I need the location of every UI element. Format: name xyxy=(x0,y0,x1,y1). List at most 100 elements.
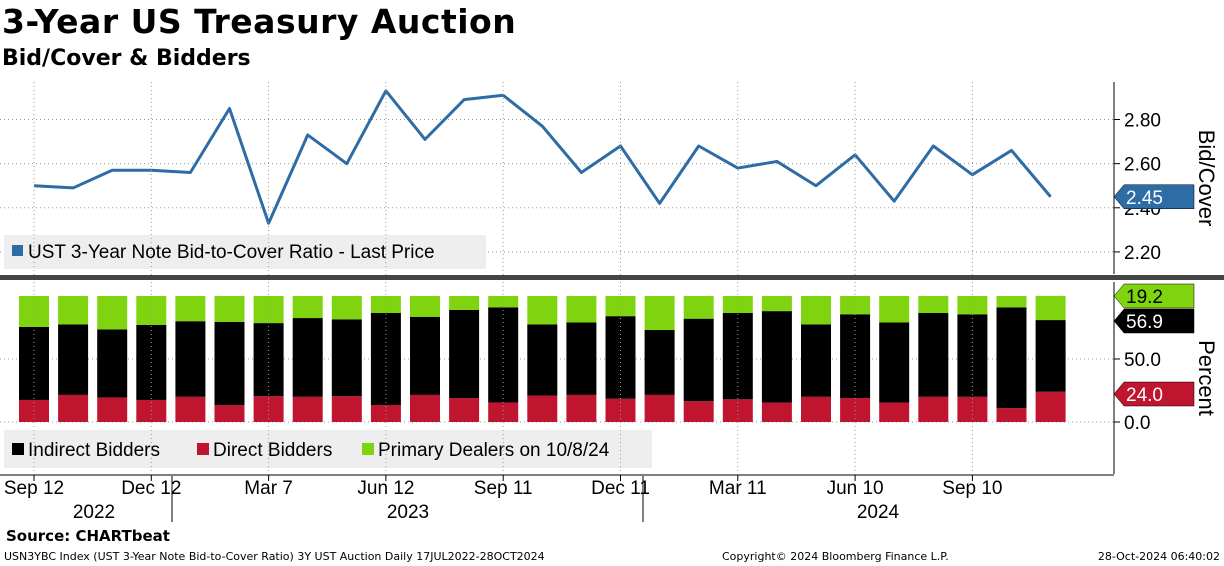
y-axis-label-percent: Percent xyxy=(1194,340,1219,416)
bar-direct-bidders xyxy=(1035,391,1066,422)
chart-subtitle: Bid/Cover & Bidders xyxy=(2,46,251,71)
bar-primary-dealers xyxy=(97,296,128,330)
y-tick-label: 2.20 xyxy=(1124,243,1161,264)
x-tick-label: Sep 11 xyxy=(474,478,533,499)
bar-primary-dealers xyxy=(801,296,831,325)
last-value-bid-cover-text: 2.45 xyxy=(1126,188,1163,209)
bar-direct-bidders xyxy=(879,402,910,422)
footer-copyright: Copyright© 2024 Bloomberg Finance L.P. xyxy=(722,550,949,563)
footer-timestamp: 28-Oct-2024 06:40:02 xyxy=(1097,550,1220,563)
bar-indirect-bidders xyxy=(801,324,831,397)
last-value-bid-cover: 2.45 xyxy=(1113,184,1195,210)
y-axis-label-bid-cover: Bid/Cover xyxy=(1194,130,1219,227)
last-value-dealers-text: 19.2 xyxy=(1126,287,1163,308)
bar-indirect-bidders xyxy=(58,324,89,395)
bar-direct-bidders xyxy=(761,402,792,422)
last-value-direct-text: 24.0 xyxy=(1126,385,1163,406)
last-value-dealers: 19.2 xyxy=(1113,283,1195,309)
bar-indirect-bidders xyxy=(292,318,323,397)
last-value-dealers-box xyxy=(1113,283,1195,309)
bar-indirect-bidders xyxy=(175,321,206,397)
bar-direct-bidders xyxy=(370,404,401,422)
bar-direct-bidders xyxy=(331,396,362,422)
bar-indirect-bidders xyxy=(840,314,871,399)
bar-primary-dealers xyxy=(292,296,323,319)
chart-title: 3-Year US Treasury Auction xyxy=(2,2,517,41)
bar-direct-bidders xyxy=(410,394,440,422)
bar-primary-dealers xyxy=(19,296,49,327)
bar-direct-bidders xyxy=(644,394,675,422)
bar-direct-bidders xyxy=(996,408,1027,422)
bar-indirect-bidders xyxy=(449,309,480,399)
legend-background-bidders xyxy=(4,430,652,468)
bar-direct-bidders xyxy=(918,396,949,422)
legend-indirect-swatch xyxy=(12,443,24,455)
bar-primary-dealers xyxy=(996,296,1027,308)
x-tick-label: Jun 12 xyxy=(357,478,414,499)
bar-primary-dealers xyxy=(370,296,401,314)
bar-primary-dealers xyxy=(722,296,753,314)
legend-direct-label: Direct Bidders xyxy=(213,440,332,461)
x-year-label: 2023 xyxy=(387,502,429,523)
legend-background xyxy=(4,235,486,269)
bar-primary-dealers xyxy=(1035,295,1066,321)
bar-indirect-bidders xyxy=(761,311,792,403)
y-tick-label: 2.80 xyxy=(1124,111,1161,132)
bar-indirect-bidders xyxy=(683,318,714,402)
bar-direct-bidders xyxy=(97,397,128,422)
source-note: Source: CHARTbeat xyxy=(6,527,170,545)
x-tick-label: Sep 12 xyxy=(4,478,64,499)
x-tick-label: Dec 11 xyxy=(591,478,650,499)
legend-swatch-bid-cover xyxy=(12,245,23,256)
legend-dealers-swatch xyxy=(362,443,374,455)
bar-primary-dealers xyxy=(331,296,362,320)
x-year-label: 2024 xyxy=(857,502,900,523)
bar-direct-bidders xyxy=(449,398,480,422)
bar-primary-dealers xyxy=(957,296,988,315)
bar-primary-dealers xyxy=(253,296,284,324)
x-year-label: 2022 xyxy=(73,502,115,523)
panel-separator xyxy=(0,275,1224,280)
bar-primary-dealers xyxy=(683,296,714,319)
bar-primary-dealers xyxy=(918,296,949,314)
bar-direct-bidders xyxy=(175,396,206,422)
x-tick-label: Dec 12 xyxy=(121,478,181,499)
bar-primary-dealers xyxy=(644,296,675,331)
bar-primary-dealers xyxy=(761,296,792,312)
bid-cover-series-line xyxy=(33,89,1052,225)
y-tick-label: 50.0 xyxy=(1124,350,1161,371)
bar-direct-bidders xyxy=(488,402,519,422)
legend-direct-swatch xyxy=(197,443,209,455)
bar-indirect-bidders xyxy=(214,321,245,405)
bar-direct-bidders xyxy=(292,396,323,422)
bar-indirect-bidders xyxy=(19,326,49,400)
last-value-direct: 24.0 xyxy=(1113,381,1195,407)
bar-indirect-bidders xyxy=(996,307,1027,409)
bar-direct-bidders xyxy=(801,396,831,422)
bar-indirect-bidders xyxy=(918,313,949,397)
y-tick-label: 0.0 xyxy=(1124,413,1150,434)
x-tick-label: Mar 7 xyxy=(244,478,293,499)
last-value-indirect-box xyxy=(1113,308,1195,334)
x-tick-label: Sep 10 xyxy=(942,478,1002,499)
bar-primary-dealers xyxy=(566,296,597,323)
x-tick-label: Jun 10 xyxy=(827,478,884,499)
footer-index-info: USN3YBC Index (UST 3-Year Note Bid-to-Co… xyxy=(4,550,545,563)
bidders-panel: 0.0 50.0 Percent Indirect Bidders Direct Bid… xyxy=(0,282,1219,474)
legend-dealers-label: Primary Dealers on 10/8/24 xyxy=(378,440,610,461)
last-value-indirect: 56.9 xyxy=(1113,308,1195,334)
last-value-direct-box xyxy=(1113,381,1195,407)
legend-indirect-label: Indirect Bidders xyxy=(28,440,160,461)
bar-primary-dealers xyxy=(488,296,519,308)
bar-direct-bidders xyxy=(253,396,284,422)
bar-indirect-bidders xyxy=(97,329,128,398)
bar-indirect-bidders xyxy=(253,323,284,397)
bar-primary-dealers xyxy=(214,296,245,322)
bar-indirect-bidders xyxy=(879,322,910,403)
bar-indirect-bidders xyxy=(527,324,558,396)
y-tick-label: 2.60 xyxy=(1124,155,1161,176)
bar-indirect-bidders xyxy=(722,313,753,400)
bar-primary-dealers xyxy=(175,296,206,322)
